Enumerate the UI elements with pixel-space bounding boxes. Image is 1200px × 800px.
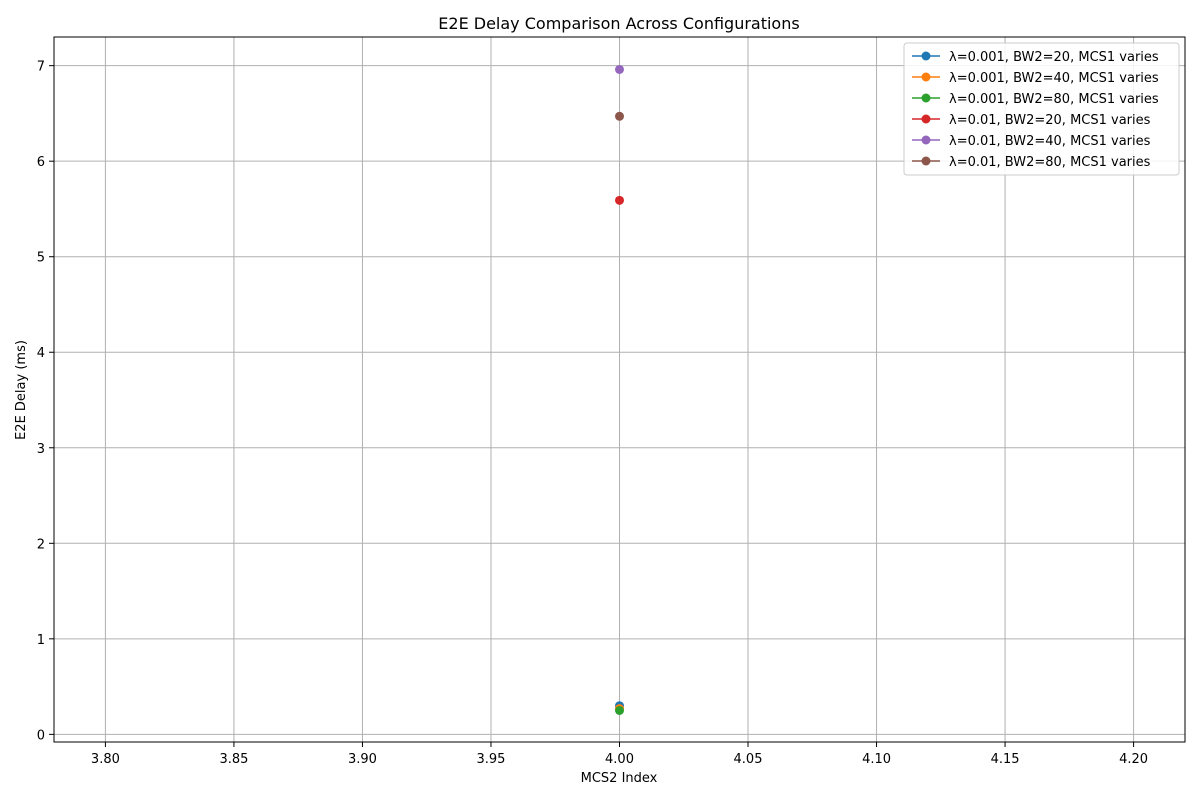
x-tick-label: 4.05 (734, 752, 763, 767)
y-axis-label: E2E Delay (ms) (14, 340, 29, 440)
y-tick-label: 3 (37, 442, 45, 457)
legend-marker (921, 135, 931, 145)
legend-marker (921, 156, 931, 166)
y-tick-label: 2 (37, 537, 45, 552)
legend-marker (921, 72, 931, 82)
legend-label: λ=0.01, BW2=80, MCS1 varies (949, 155, 1151, 170)
data-point (615, 705, 624, 715)
x-tick-label: 3.80 (91, 752, 120, 767)
y-tick-label: 5 (37, 251, 45, 266)
y-tick-label: 0 (37, 728, 45, 743)
y-tick-label: 4 (37, 346, 45, 361)
data-point (615, 111, 624, 121)
x-tick-label: 4.10 (862, 752, 891, 767)
plot-series (615, 64, 624, 715)
x-tick-label: 3.95 (477, 752, 506, 767)
legend-label: λ=0.001, BW2=40, MCS1 varies (949, 71, 1159, 86)
x-axis-label: MCS2 Index (581, 771, 658, 786)
legend-label: λ=0.001, BW2=20, MCS1 varies (949, 50, 1159, 65)
x-tick-label: 3.85 (219, 752, 248, 767)
x-tick-label: 4.15 (991, 752, 1020, 767)
legend-marker (921, 51, 931, 61)
chart-title: E2E Delay Comparison Across Configuratio… (438, 14, 799, 33)
x-tick-label: 4.00 (605, 752, 634, 767)
legend-label: λ=0.01, BW2=20, MCS1 varies (949, 113, 1151, 128)
legend-box (903, 42, 1180, 176)
legend-label: λ=0.01, BW2=40, MCS1 varies (949, 134, 1151, 149)
axis-ticks: 3.80 3.85 3.90 3.95 4.00 4.05 4.10 4.15 4.20 0 1 2 3… (37, 60, 1148, 767)
data-point (615, 64, 624, 74)
legend-marker (921, 114, 931, 124)
y-tick-label: 7 (37, 60, 45, 75)
y-tick-label: 1 (37, 633, 45, 648)
legend-label: λ=0.001, BW2=80, MCS1 varies (949, 92, 1159, 107)
legend: λ=0.001, BW2=20, MCS1 varies λ=0.001, BW2… (903, 42, 1180, 176)
x-tick-label: 3.90 (348, 752, 377, 767)
data-point (615, 195, 624, 205)
y-tick-label: 6 (37, 155, 45, 170)
x-tick-label: 4.20 (1119, 752, 1148, 767)
legend-marker (921, 93, 931, 103)
